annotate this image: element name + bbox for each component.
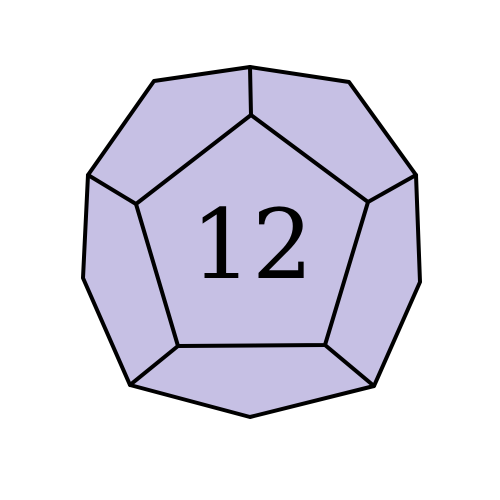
die-edges: [86, 65, 418, 388]
die-face-number: 12: [191, 189, 313, 301]
die-front-face: [134, 113, 370, 348]
